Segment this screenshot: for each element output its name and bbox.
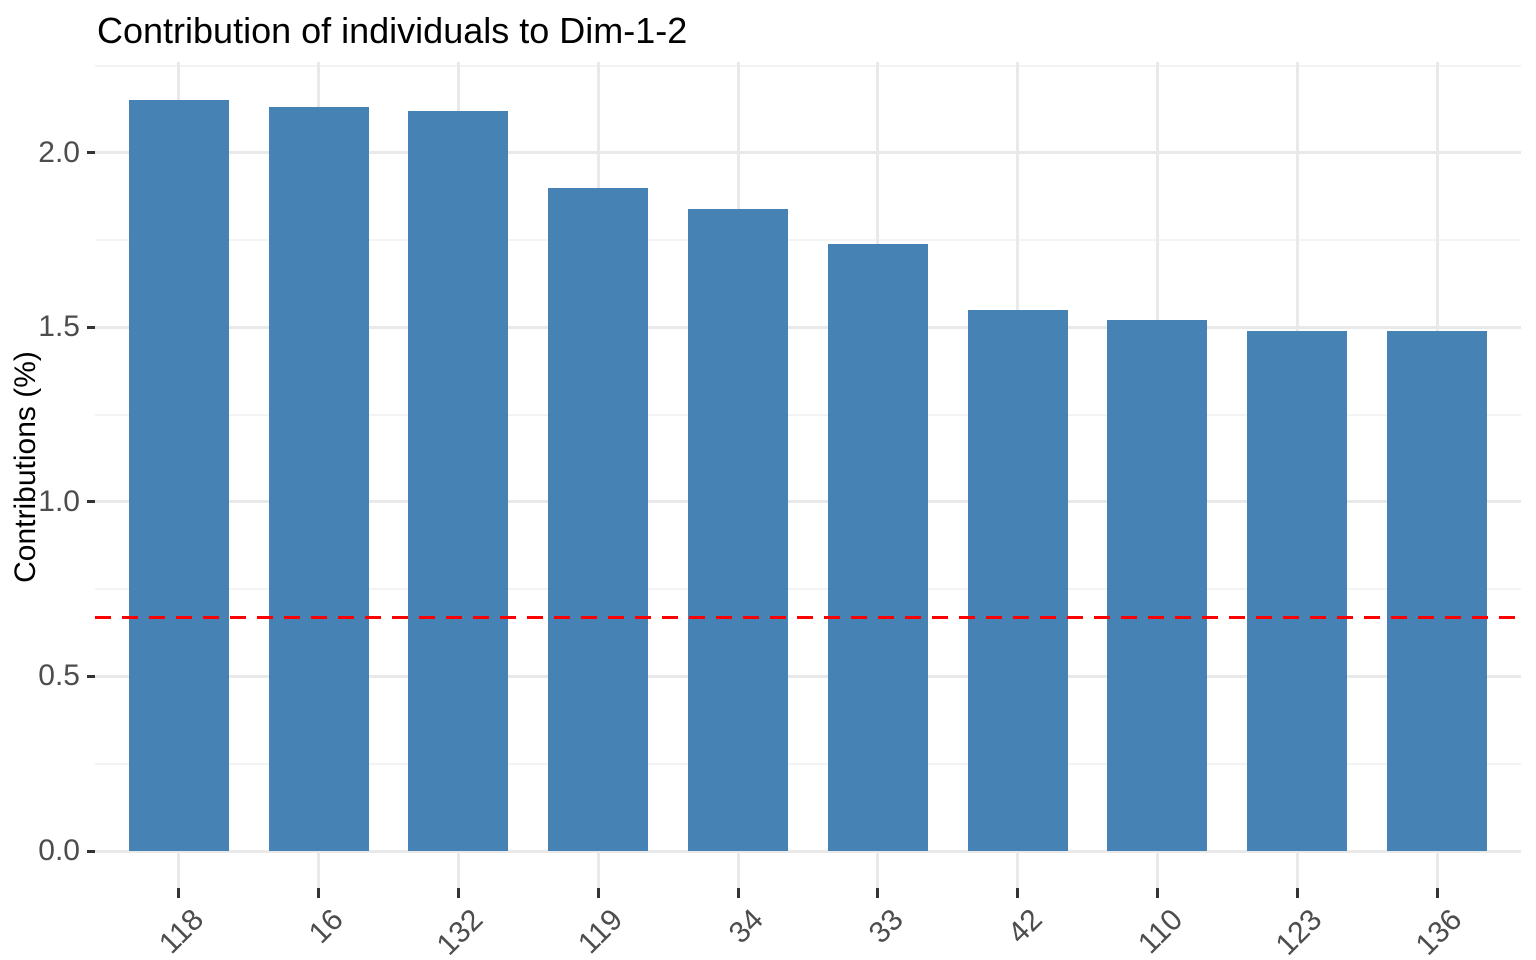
chart-title: Contribution of individuals to Dim-1-2 [97,10,688,51]
x-tick-mark [1295,888,1299,898]
gridline-minor [95,64,1521,67]
x-tick-label-text: 136 [1409,903,1469,960]
y-tick-label: 1.0 [38,484,80,518]
y-tick-label: 0.0 [38,834,80,867]
y-tick-mark [87,325,95,329]
x-tick-mark [736,888,740,898]
x-tick-mark [1155,888,1159,898]
x-tick-mark [1016,888,1020,898]
x-tick-label-text: 123 [1269,903,1329,960]
gridline-major [95,151,1521,155]
gridline-major [95,325,1521,329]
x-tick-mark [177,888,181,898]
bar-118 [128,100,229,851]
x-tick-label-text: 42 [1002,903,1050,950]
x-tick-mark [596,888,600,898]
reference-line [95,615,1521,619]
x-tick-label-text: 119 [572,903,630,960]
bar-33 [827,243,928,851]
bar-110 [1107,320,1208,851]
x-tick-mark [317,888,321,898]
gridline-minor [95,588,1521,591]
gridline-major [95,849,1521,853]
bar-136 [1387,330,1488,851]
y-tick-mark [87,500,95,504]
y-tick-mark [87,151,95,155]
bar-34 [688,208,789,851]
x-tick-label-text: 118 [153,903,211,960]
x-tick-label-text: 33 [862,903,910,950]
bar-132 [408,110,509,851]
x-tick-mark [456,888,460,898]
y-tick-label: 2.0 [38,135,80,169]
y-tick-mark [87,849,95,853]
gridline-major [95,500,1521,504]
bar-123 [1247,330,1348,851]
x-tick-mark [876,888,880,898]
gridline-minor [95,762,1521,765]
bar-42 [967,309,1068,851]
x-tick-label-text: 132 [431,903,490,960]
gridline-minor [95,239,1521,242]
gridline-major [95,674,1521,678]
y-tick-mark [87,674,95,678]
y-tick-label: 1.5 [38,310,80,344]
bar-16 [268,107,369,851]
gridline-minor [95,413,1521,416]
x-tick-label-text: 34 [722,903,770,950]
x-tick-label-text: 110 [1131,903,1189,960]
y-tick-label: 0.5 [38,659,80,693]
x-tick-label-text: 16 [303,903,351,950]
x-tick-mark [1435,888,1439,898]
bar-119 [548,187,649,851]
